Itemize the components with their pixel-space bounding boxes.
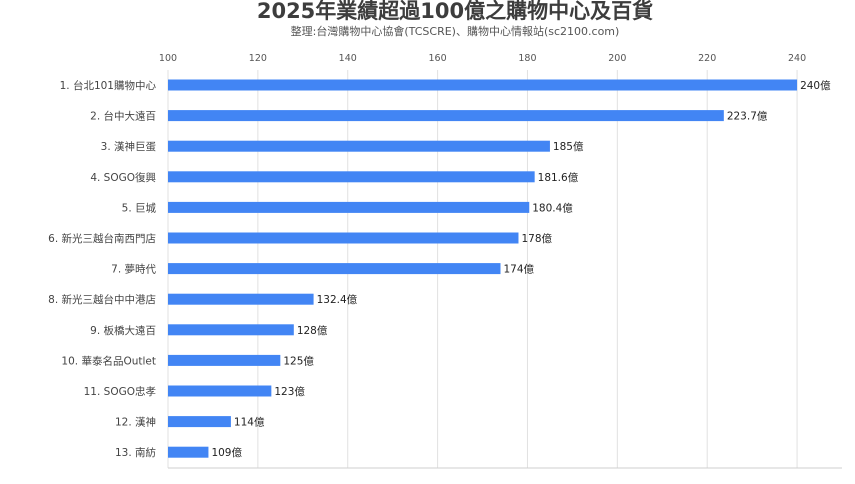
category-labels: 1. 台北101購物中心 2. 台中大遠百 3. 漢神巨蛋 4. SOGO復興 5. 巨… (48, 79, 156, 459)
gridlines (167, 70, 842, 469)
bar-1 (168, 79, 798, 91)
bar-10 (168, 354, 281, 366)
value-label-12: 114億 (234, 416, 265, 429)
value-label-5: 180.4億 (532, 201, 573, 214)
value-label-3: 185億 (553, 140, 584, 153)
bar-13 (168, 446, 209, 458)
x-tick-label-200: 200 (608, 53, 626, 64)
x-tick-label-160: 160 (429, 53, 447, 64)
bar-2 (168, 110, 724, 122)
bar-7 (168, 263, 501, 275)
category-label-1: 1. 台北101購物中心 (60, 79, 157, 92)
category-label-10: 10. 華泰名品Outlet (61, 354, 156, 367)
value-label-1: 240億 (800, 79, 831, 92)
x-tick-label-120: 120 (249, 53, 267, 64)
bar-9 (168, 324, 294, 336)
bars (168, 79, 798, 458)
category-label-2: 2. 台中大遠百 (90, 110, 156, 123)
bar-8 (168, 293, 314, 305)
bar-12 (168, 416, 231, 428)
value-label-9: 128億 (297, 324, 328, 337)
value-label-11: 123億 (274, 385, 305, 398)
chart-subtitle: 整理:台灣購物中心協會(TCSCRE)、購物中心情報站(sc2100.com) (291, 24, 620, 38)
category-label-3: 3. 漢神巨蛋 (101, 140, 157, 153)
category-label-6: 6. 新光三越台南西門店 (48, 232, 156, 245)
value-label-7: 174億 (504, 263, 535, 276)
x-tick-label-180: 180 (518, 53, 536, 64)
value-label-6: 178億 (521, 232, 552, 245)
x-tick-label-100: 100 (159, 53, 177, 64)
category-label-5: 5. 巨城 (122, 202, 157, 214)
category-label-12: 12. 漢神 (115, 416, 156, 429)
value-label-10: 125億 (283, 354, 314, 367)
bar-4 (168, 171, 535, 183)
chart-title: 2025年業績超過100億之購物中心及百貨 (257, 0, 653, 23)
x-tick-label-220: 220 (698, 53, 716, 64)
value-labels: 240億 223.7億 185億 181.6億 180.4億 178億 174億 132.4億… (211, 79, 831, 459)
bar-5 (168, 201, 530, 213)
bar-6 (168, 232, 519, 244)
bar-11 (168, 385, 272, 397)
x-tick-label-140: 140 (339, 53, 357, 64)
category-label-8: 8. 新光三越台中中港店 (48, 293, 156, 306)
value-label-4: 181.6億 (538, 171, 579, 184)
value-label-8: 132.4億 (317, 293, 358, 306)
category-label-11: 11. SOGO忠孝 (84, 386, 156, 398)
category-label-7: 7. 夢時代 (111, 263, 156, 276)
category-label-13: 13. 南紡 (115, 446, 156, 459)
category-label-9: 9. 板橋大遠百 (90, 324, 156, 337)
category-label-4: 4. SOGO復興 (90, 171, 156, 184)
bar-3 (168, 140, 550, 152)
x-axis-ticks: 100 120 140 160 180 200 220 240 (159, 53, 806, 64)
value-label-2: 223.7億 (727, 110, 768, 123)
value-label-13: 109億 (211, 446, 242, 459)
x-tick-label-240: 240 (788, 53, 806, 64)
